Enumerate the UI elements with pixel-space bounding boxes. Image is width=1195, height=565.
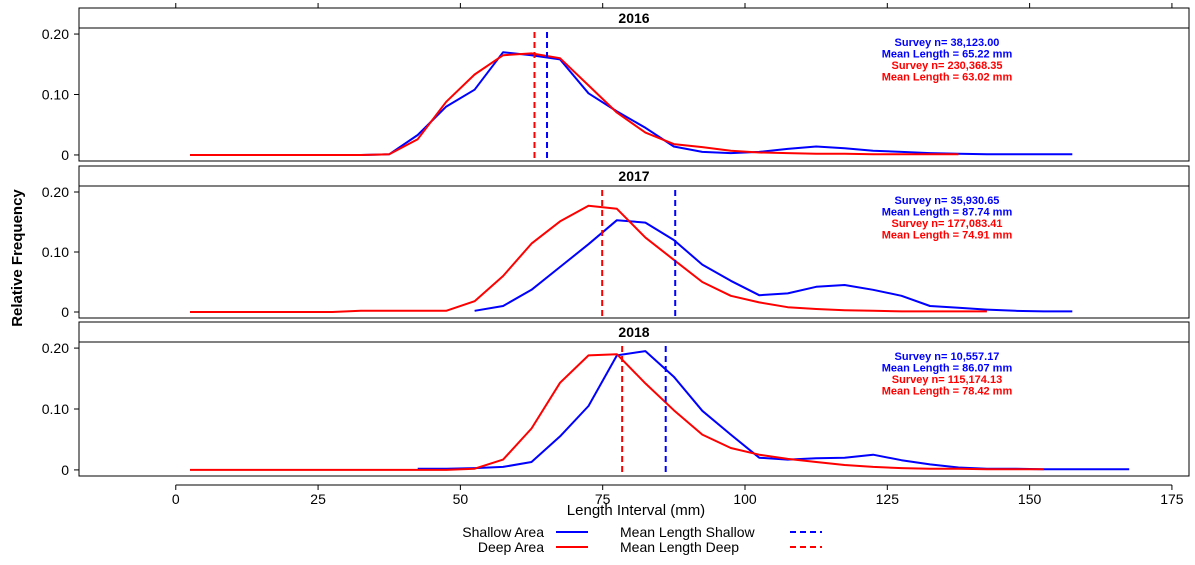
annotation-text: Mean Length = 63.02 mm	[882, 72, 1013, 84]
panel-frame	[78, 341, 1190, 477]
legend-label: Deep Area	[478, 539, 544, 555]
y-tick-label: 0.10	[42, 87, 69, 103]
legend: Shallow Area Mean Length Shallow Deep Area…	[462, 524, 822, 555]
annotation-text: Mean Length = 87.74 mm	[882, 207, 1013, 219]
series-line-shallow	[417, 350, 1130, 471]
x-axis-label: Length Interval (mm)	[567, 502, 705, 519]
x-tick-label: 25	[310, 491, 326, 507]
annotation-text: Mean Length = 74.91 mm	[882, 230, 1013, 242]
legend-label: Shallow Area	[462, 524, 544, 540]
y-tick-label: 0	[61, 147, 69, 163]
y-tick-label: 0.20	[42, 184, 69, 200]
y-tick-label: 0.10	[42, 244, 69, 260]
x-tick-label: 0	[172, 491, 180, 507]
x-tick-label: 100	[733, 491, 757, 507]
x-axis: 0 25 50 75 100 125 150 175	[172, 3, 1184, 507]
panel-title: 2017	[618, 168, 649, 184]
y-tick-label: 0.10	[42, 401, 69, 417]
x-tick-label: 50	[453, 491, 469, 507]
x-tick-label: 150	[1018, 491, 1042, 507]
annotation-text: Survey n= 177,083.41	[892, 218, 1003, 230]
annotation-text: Survey n= 115,174.13	[892, 374, 1002, 386]
annotation-text: Survey n= 230,368.35	[892, 60, 1003, 72]
panel-title: 2016	[618, 10, 649, 26]
x-tick-label: 75	[595, 491, 611, 507]
y-tick-label: 0	[61, 462, 69, 478]
panel-title: 2018	[618, 324, 649, 340]
y-tick-label: 0.20	[42, 340, 69, 356]
annotation-text: Mean Length = 78.42 mm	[882, 386, 1013, 398]
annotation-text: Survey n= 38,123.00	[895, 37, 1000, 49]
series-line-deep	[190, 204, 987, 313]
panel-frame	[78, 27, 1190, 162]
y-tick-label: 0.20	[42, 26, 69, 42]
series-line-deep	[190, 52, 959, 156]
panel-frame	[78, 185, 1190, 319]
x-tick-label: 175	[1160, 491, 1184, 507]
annotation-text: Survey n= 10,557.17	[895, 351, 1000, 363]
legend-label: Mean Length Deep	[620, 539, 739, 555]
series-line-shallow	[474, 219, 1073, 313]
x-tick-label: 125	[876, 491, 900, 507]
y-axis-label: Relative Frequency	[9, 189, 26, 327]
legend-label: Mean Length Shallow	[620, 524, 756, 540]
y-tick-label: 0	[61, 304, 69, 320]
annotation-text: Mean Length = 86.07 mm	[882, 363, 1013, 375]
annotation-text: Survey n= 35,930.65	[895, 195, 1000, 207]
annotation-text: Mean Length = 65.22 mm	[882, 49, 1013, 61]
series-line-deep	[190, 353, 1044, 471]
